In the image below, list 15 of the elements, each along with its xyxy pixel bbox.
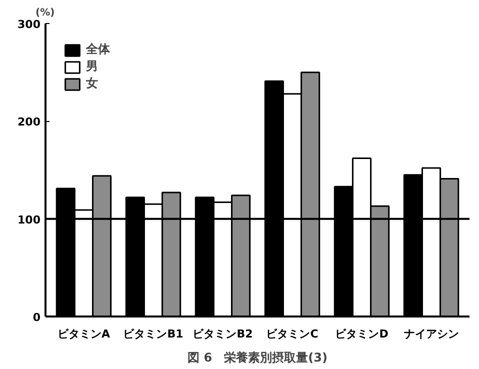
y-tick-label: 100 <box>18 213 41 226</box>
x-tick-label: ビタミンB2 <box>192 328 253 340</box>
x-tick-label: ビタミンA <box>57 328 110 340</box>
legend-label: 男 <box>86 58 99 75</box>
y-tick-label: 300 <box>18 18 41 31</box>
legend-label: 全体 <box>86 41 110 58</box>
x-tick-label: ナイアシン <box>404 328 459 340</box>
x-tick-label: ビタミンB1 <box>123 328 184 340</box>
x-tick-label: ビタミンC <box>266 328 318 340</box>
y-axis-title: (%) <box>36 8 55 18</box>
text: 図 6 栄養素別摂取量(3) <box>188 350 328 364</box>
y-tick-label: 0 <box>32 311 41 324</box>
legend-label: 女 <box>86 75 99 92</box>
y-tick-label: 200 <box>18 116 41 129</box>
x-tick-label: ビタミンD <box>335 328 388 340</box>
